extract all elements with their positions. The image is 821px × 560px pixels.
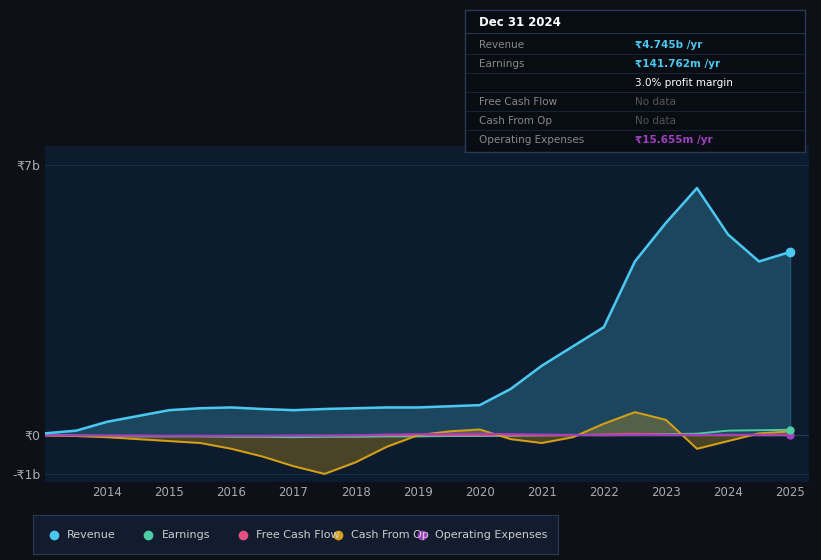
Text: ₹4.745b /yr: ₹4.745b /yr [635,40,703,50]
Text: Dec 31 2024: Dec 31 2024 [479,16,561,29]
Text: Earnings: Earnings [479,59,524,69]
Text: Free Cash Flow: Free Cash Flow [256,530,340,540]
Text: Revenue: Revenue [67,530,116,540]
Text: Operating Expenses: Operating Expenses [479,135,584,144]
Text: No data: No data [635,97,676,107]
Text: Free Cash Flow: Free Cash Flow [479,97,557,107]
Text: No data: No data [635,116,676,126]
Text: Revenue: Revenue [479,40,524,50]
Text: ₹141.762m /yr: ₹141.762m /yr [635,59,720,69]
Text: Cash From Op: Cash From Op [351,530,429,540]
Text: 3.0% profit margin: 3.0% profit margin [635,78,733,88]
Text: Cash From Op: Cash From Op [479,116,552,126]
Text: Earnings: Earnings [162,530,210,540]
Text: Operating Expenses: Operating Expenses [435,530,547,540]
Text: ₹15.655m /yr: ₹15.655m /yr [635,135,713,144]
